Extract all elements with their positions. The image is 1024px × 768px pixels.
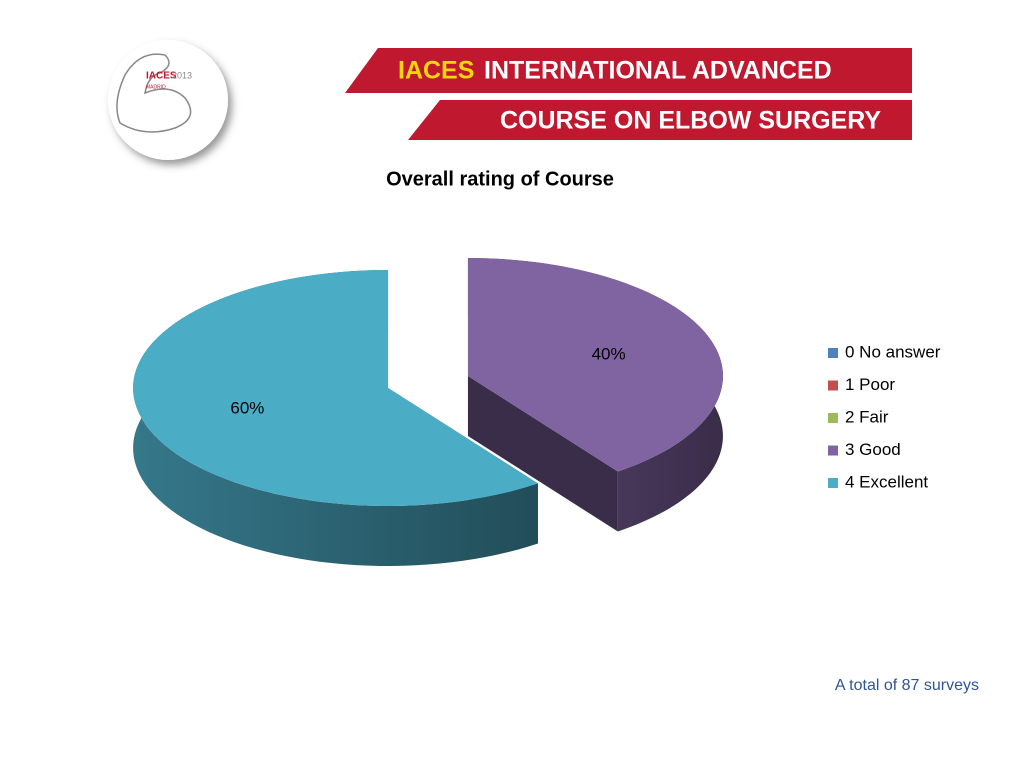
pie: 40% 60% <box>133 257 723 566</box>
data-label: 40% <box>592 344 626 363</box>
legend-label: 2 Fair <box>845 407 889 426</box>
legend-swatch <box>828 380 838 391</box>
banner-top <box>345 48 912 93</box>
legend-label: 0 No answer <box>845 342 941 361</box>
legend-label: 4 Excellent <box>845 472 928 491</box>
logo-title: IACES <box>146 71 177 82</box>
logo-year: 2013 <box>172 70 192 80</box>
chart-title: Overall rating of Course <box>386 168 614 190</box>
pie-slice <box>133 270 538 507</box>
legend-swatch <box>828 348 838 358</box>
legend-swatch <box>828 478 838 488</box>
legend-swatch <box>828 413 838 423</box>
banner-line2: COURSE ON ELBOW SURGERY <box>500 107 881 135</box>
banner-bottom <box>408 100 912 140</box>
logo-arm <box>116 53 192 133</box>
logo: IACES 2013 MADRID <box>108 40 228 160</box>
logo-city: MADRID <box>146 84 166 90</box>
legend: 0 No answer 1 Poor 2 Fair 3 Good 4 Excellent <box>828 342 941 491</box>
banner-brand: IACES <box>398 57 474 85</box>
legend-swatch <box>828 445 838 456</box>
note: A total of 87 surveys <box>835 677 979 694</box>
data-label: 60% <box>230 399 264 418</box>
slice-cut-face <box>467 375 618 532</box>
legend-label: 1 Poor <box>845 375 895 394</box>
banner: IACES INTERNATIONAL ADVANCED COURSE ON E… <box>345 48 912 140</box>
banner-line1: INTERNATIONAL ADVANCED <box>484 57 832 85</box>
legend-label: 3 Good <box>845 440 901 459</box>
pie-slice <box>467 257 723 472</box>
